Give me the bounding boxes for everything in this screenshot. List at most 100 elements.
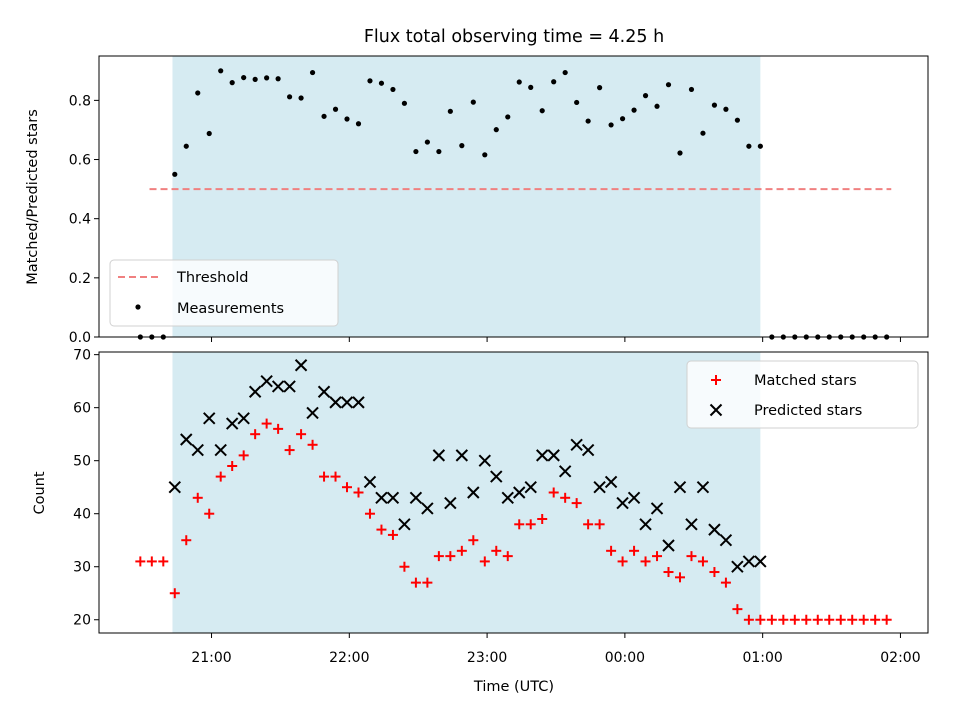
predicted-point [535,449,549,462]
predicted-point [673,480,687,494]
measurement-point [321,113,327,119]
matched-point [801,614,812,625]
predicted-point-b [570,438,583,451]
predicted-point-b [455,449,469,462]
predicted-point [639,518,652,531]
predicted-point [444,496,457,510]
predicted-point [421,502,434,515]
legend-threshold-label: Threshold [176,270,248,286]
measurement-point [597,85,603,91]
predicted-point [490,470,503,483]
predicted-point [467,486,480,499]
measurement-point [585,118,591,124]
predicted-point-b [283,380,296,393]
matched-point [617,556,628,567]
predicted-point-b [237,412,250,425]
predicted-point [513,486,526,499]
predicted-point [283,380,296,393]
predicted-point-b [444,496,457,510]
matched-point [192,492,203,503]
predicted-point [685,518,698,531]
matched-point [881,614,892,625]
matched-point [135,556,146,567]
measurement-point [195,90,201,96]
measurement-point [516,79,522,85]
matched-point [514,519,525,530]
predicted-point [352,396,365,409]
predicted-point [547,449,560,462]
predicted-point [191,443,204,457]
measurement-point [367,78,373,84]
predicted-point [708,523,721,536]
top-y-tick-label: 0.6 [69,153,91,169]
predicted-point [180,433,193,446]
matched-point [491,545,502,556]
legend-measurements-label: Measurements [177,301,284,317]
top-legend-box [109,259,339,327]
measurement-point [229,80,235,86]
matched-point [663,567,674,578]
matched-point [525,519,536,530]
predicted-point-b [260,374,273,388]
matched-point [778,614,789,625]
predicted-point [409,491,423,505]
predicted-point [662,539,675,552]
predicted-point-b [409,491,423,505]
predicted-point-b [329,396,342,409]
matched-point [250,429,261,440]
matched-point [158,556,169,567]
predicted-point-b [271,380,285,393]
matched-point [479,556,490,567]
matched-point [296,429,307,440]
predicted-point [754,555,767,568]
measurement-point [355,121,362,127]
bottom-y-tick-label: 30 [73,560,91,576]
matched-point [227,460,238,471]
matched-point [789,614,800,625]
x-axis-label: Time (UTC) [473,679,554,695]
predicted-point [627,491,641,505]
measurement-point [631,107,637,113]
predicted-point [719,534,733,547]
matched-point [422,577,433,588]
bottom-legend-box [686,360,919,429]
measurement-point [218,68,224,74]
bottom-y-axis-label: Count [32,471,48,514]
predicted-point [398,518,411,531]
x-tick-label: 02:00 [880,650,920,666]
matched-point [755,614,766,625]
measurement-point [275,76,281,82]
matched-point [204,508,215,519]
legend-matched-marker [711,375,721,385]
matched-point [686,551,697,562]
matched-point [273,423,284,434]
predicted-point-b [627,491,641,505]
predicted-point [604,475,618,489]
predicted-point-b [581,443,595,457]
matched-point [870,614,881,625]
bottom-y-tick-label: 40 [73,507,91,523]
predicted-point-b [673,480,687,494]
predicted-point [478,454,492,467]
bottom-observing-span [172,352,761,633]
predicted-point [214,443,227,457]
matched-point [560,492,571,503]
measurement-point [424,139,430,145]
matched-point [353,487,364,498]
matched-point [146,556,157,567]
measurement-point [539,108,545,114]
measurement-point [746,143,752,149]
predicted-point-b [742,555,756,568]
predicted-point-b [708,523,721,536]
measurement-point [619,116,626,122]
predicted-point-b [352,396,365,409]
predicted-point-b [696,480,710,494]
predicted-point-b [248,385,262,398]
predicted-point [363,475,377,489]
predicted-point-b [432,449,446,462]
matched-point [720,577,731,588]
predicted-point [650,502,664,515]
measurement-point [608,122,614,128]
bottom-legend: Matched stars Predicted stars [686,360,919,429]
